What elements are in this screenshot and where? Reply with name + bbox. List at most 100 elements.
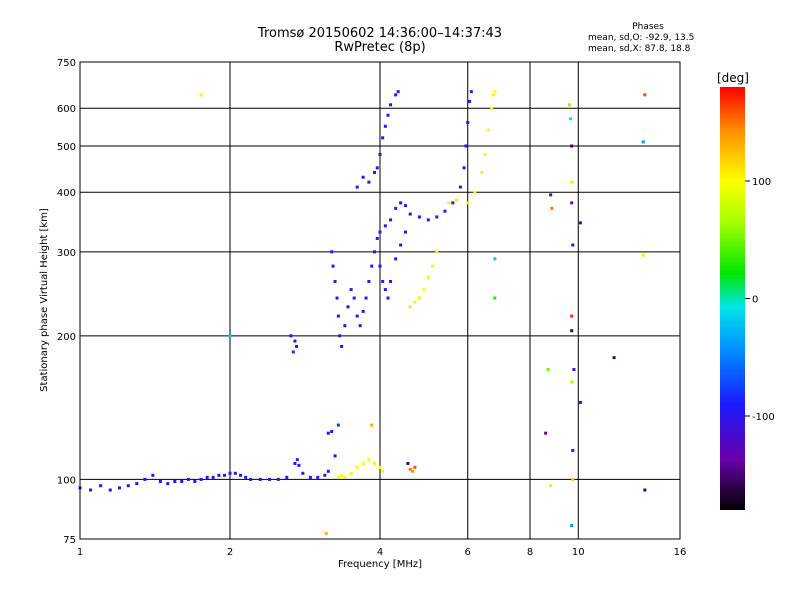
data-point — [158, 479, 162, 483]
x-tick-label: 6 — [465, 547, 471, 558]
data-point — [447, 201, 451, 205]
data-point — [394, 93, 398, 97]
data-point — [199, 93, 203, 97]
data-point — [367, 458, 371, 462]
phase-stats: Phases mean, sd,O: -92.9, 13.5 mean, sd,… — [588, 22, 708, 55]
data-point — [462, 166, 466, 170]
data-point — [199, 477, 203, 481]
data-point — [468, 99, 472, 103]
data-point — [291, 350, 295, 354]
colorbar-title: [deg] — [717, 71, 749, 85]
phase-stats-x: mean, sd,X: 87.8, 18.8 — [588, 44, 691, 54]
data-point — [293, 461, 297, 465]
data-point — [490, 106, 494, 110]
data-point — [466, 201, 470, 205]
data-point — [383, 224, 387, 228]
x-tick-label: 2 — [227, 547, 233, 558]
colorbar — [720, 87, 745, 510]
data-point — [435, 215, 439, 219]
colorbar-tick-label: -100 — [752, 412, 775, 423]
data-point — [289, 334, 293, 338]
data-point — [571, 448, 575, 452]
data-point — [244, 475, 248, 479]
x-tick-label: 10 — [572, 547, 585, 558]
x-tick-label: 16 — [674, 547, 687, 558]
data-point — [378, 465, 382, 469]
data-point — [413, 465, 417, 469]
data-point — [411, 469, 415, 473]
data-point — [336, 423, 340, 427]
x-tick-label: 4 — [377, 547, 383, 558]
data-point — [370, 423, 374, 427]
data-point — [431, 264, 435, 268]
data-point — [396, 90, 400, 94]
data-point — [333, 279, 337, 283]
data-point — [89, 488, 93, 492]
data-point — [375, 166, 379, 170]
y-tick-label: 200 — [57, 332, 76, 343]
data-point — [378, 264, 382, 268]
data-point — [493, 257, 497, 261]
data-point — [394, 206, 398, 210]
data-point — [469, 90, 473, 94]
data-point — [373, 461, 377, 465]
data-point — [373, 250, 377, 254]
data-point — [355, 314, 359, 318]
data-point — [570, 144, 574, 148]
colorbar-tick-label: 0 — [752, 295, 758, 306]
x-tick-labels: 1 2 4 6 8 10 16 — [77, 547, 687, 558]
data-point — [126, 484, 130, 488]
data-point — [417, 215, 421, 219]
data-point — [381, 469, 385, 473]
data-point — [205, 475, 209, 479]
data-point — [335, 296, 339, 300]
chart-title: Tromsø 20150602 14:36:00–14:37:43 — [257, 26, 503, 41]
data-point — [295, 458, 299, 462]
phase-stats-o: mean, sd,O: -92.9, 13.5 — [588, 33, 695, 43]
data-point — [383, 288, 387, 292]
data-point — [408, 305, 412, 309]
data-point — [340, 473, 344, 477]
colorbar-ticks: 100 0 -100 — [745, 177, 775, 423]
data-point — [326, 469, 330, 473]
y-tick-label: 300 — [57, 248, 76, 259]
data-point — [383, 124, 387, 128]
data-point — [346, 305, 350, 309]
data-point — [399, 201, 403, 205]
data-point — [408, 467, 412, 471]
data-point — [333, 454, 337, 458]
data-point — [466, 121, 470, 125]
data-point — [228, 471, 232, 475]
data-point — [297, 463, 301, 467]
data-point — [641, 140, 645, 144]
data-point — [546, 367, 550, 371]
y-tick-label: 100 — [57, 475, 76, 486]
data-point — [399, 243, 403, 247]
data-point — [483, 152, 487, 156]
data-point — [572, 367, 576, 371]
data-point — [549, 484, 553, 488]
data-point — [464, 144, 468, 148]
data-point — [367, 279, 371, 283]
data-point — [455, 198, 459, 202]
data-point — [324, 532, 328, 536]
y-tick-label: 75 — [63, 535, 76, 546]
data-point — [352, 296, 356, 300]
data-point — [643, 93, 647, 97]
data-point — [643, 488, 647, 492]
data-point — [491, 93, 495, 97]
data-point — [349, 471, 353, 475]
data-point — [386, 296, 390, 300]
data-point — [403, 204, 407, 208]
data-point — [578, 400, 582, 404]
data-point — [217, 473, 221, 477]
data-point — [180, 479, 184, 483]
data-point — [370, 264, 374, 268]
data-point — [331, 264, 335, 268]
y-tick-label: 750 — [57, 58, 76, 69]
data-point — [358, 324, 362, 328]
data-point — [223, 473, 227, 477]
data-point — [417, 296, 421, 300]
data-point — [394, 257, 398, 261]
